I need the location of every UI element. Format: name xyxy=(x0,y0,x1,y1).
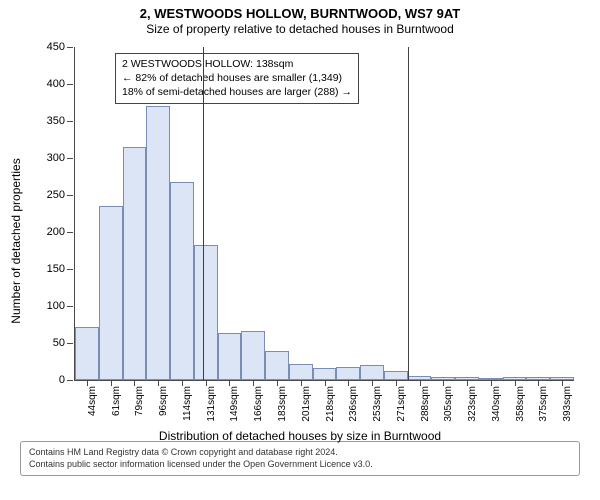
histogram-bar xyxy=(170,182,194,380)
histogram-bar xyxy=(503,377,527,381)
plot-area: 2 WESTWOODS HOLLOW: 138sqm ← 82% of deta… xyxy=(74,47,574,381)
x-tick-label: 183sqm xyxy=(277,386,288,422)
page-title: 2, WESTWOODS HOLLOW, BURNTWOOD, WS7 9AT xyxy=(0,0,600,22)
y-tick xyxy=(67,195,73,196)
y-tick-label: 200 xyxy=(47,226,65,238)
histogram-bar xyxy=(360,365,384,380)
y-axis-label: Number of detached properties xyxy=(9,159,23,324)
y-tick-label: 350 xyxy=(47,115,65,127)
x-tick-label: 305sqm xyxy=(443,386,454,422)
x-tick-label: 114sqm xyxy=(182,386,193,421)
annotation-line: ← 82% of detached houses are smaller (1,… xyxy=(122,72,352,86)
x-tick-label: 358sqm xyxy=(515,386,526,422)
y-tick-label: 100 xyxy=(47,300,65,312)
histogram-bar xyxy=(431,377,455,381)
x-tick-label: 131sqm xyxy=(206,386,217,422)
histogram-bar xyxy=(75,327,99,380)
histogram-bar xyxy=(384,371,408,380)
x-tick-label: 393sqm xyxy=(562,386,573,422)
x-tick-label: 149sqm xyxy=(229,386,240,422)
x-tick-label: 79sqm xyxy=(134,386,145,416)
histogram-bar xyxy=(241,331,265,381)
x-tick-label: 340sqm xyxy=(491,386,502,422)
y-tick xyxy=(67,380,73,381)
x-tick-label: 323sqm xyxy=(467,386,478,422)
footer-line: Contains public sector information licen… xyxy=(29,458,571,470)
y-tick-label: 400 xyxy=(47,78,65,90)
annotation-line: 18% of semi-detached houses are larger (… xyxy=(122,86,352,100)
reference-line xyxy=(408,47,409,380)
attribution-footer: Contains HM Land Registry data © Crown c… xyxy=(20,441,580,475)
histogram-bar xyxy=(194,245,218,380)
histogram-bar xyxy=(289,364,313,380)
annotation-line: 2 WESTWOODS HOLLOW: 138sqm xyxy=(122,58,352,72)
y-tick xyxy=(67,343,73,344)
histogram-bar xyxy=(99,206,123,380)
x-tick-label: 253sqm xyxy=(372,386,383,422)
x-tick-label: 201sqm xyxy=(301,386,312,422)
histogram-bar xyxy=(146,106,170,380)
reference-line xyxy=(203,47,204,380)
y-tick xyxy=(67,84,73,85)
histogram-bar xyxy=(265,351,289,381)
histogram-bar xyxy=(123,147,147,380)
x-tick-label: 218sqm xyxy=(325,386,336,422)
page-subtitle: Size of property relative to detached ho… xyxy=(0,22,600,37)
histogram-bar xyxy=(313,368,337,380)
histogram-bar xyxy=(526,377,550,380)
x-tick-label: 96sqm xyxy=(158,386,169,416)
y-tick xyxy=(67,47,73,48)
y-tick-label: 300 xyxy=(47,152,65,164)
annotation-box: 2 WESTWOODS HOLLOW: 138sqm ← 82% of deta… xyxy=(115,53,359,104)
y-tick xyxy=(67,306,73,307)
histogram-bar xyxy=(336,367,360,380)
chart-container: Number of detached properties Distributi… xyxy=(20,41,580,441)
histogram-bar xyxy=(550,377,574,381)
histogram-bar xyxy=(455,377,479,380)
y-tick-label: 50 xyxy=(53,337,65,349)
y-tick-label: 0 xyxy=(59,374,65,386)
histogram-bar xyxy=(408,376,432,380)
y-tick xyxy=(67,269,73,270)
y-tick-label: 450 xyxy=(47,41,65,53)
x-axis-label: Distribution of detached houses by size … xyxy=(159,429,441,443)
x-tick-label: 271sqm xyxy=(396,386,407,422)
y-tick-label: 250 xyxy=(47,189,65,201)
x-tick-label: 61sqm xyxy=(111,386,122,416)
footer-line: Contains HM Land Registry data © Crown c… xyxy=(29,446,571,458)
x-tick-label: 375sqm xyxy=(538,386,549,422)
y-tick xyxy=(67,232,73,233)
x-tick-label: 288sqm xyxy=(420,386,431,422)
y-tick-label: 150 xyxy=(47,263,65,275)
y-tick xyxy=(67,121,73,122)
x-tick-label: 236sqm xyxy=(348,386,359,422)
histogram-bar xyxy=(218,333,242,380)
y-tick xyxy=(67,158,73,159)
histogram-bar xyxy=(479,378,503,380)
x-tick-label: 166sqm xyxy=(253,386,264,422)
x-tick-label: 44sqm xyxy=(87,386,98,416)
